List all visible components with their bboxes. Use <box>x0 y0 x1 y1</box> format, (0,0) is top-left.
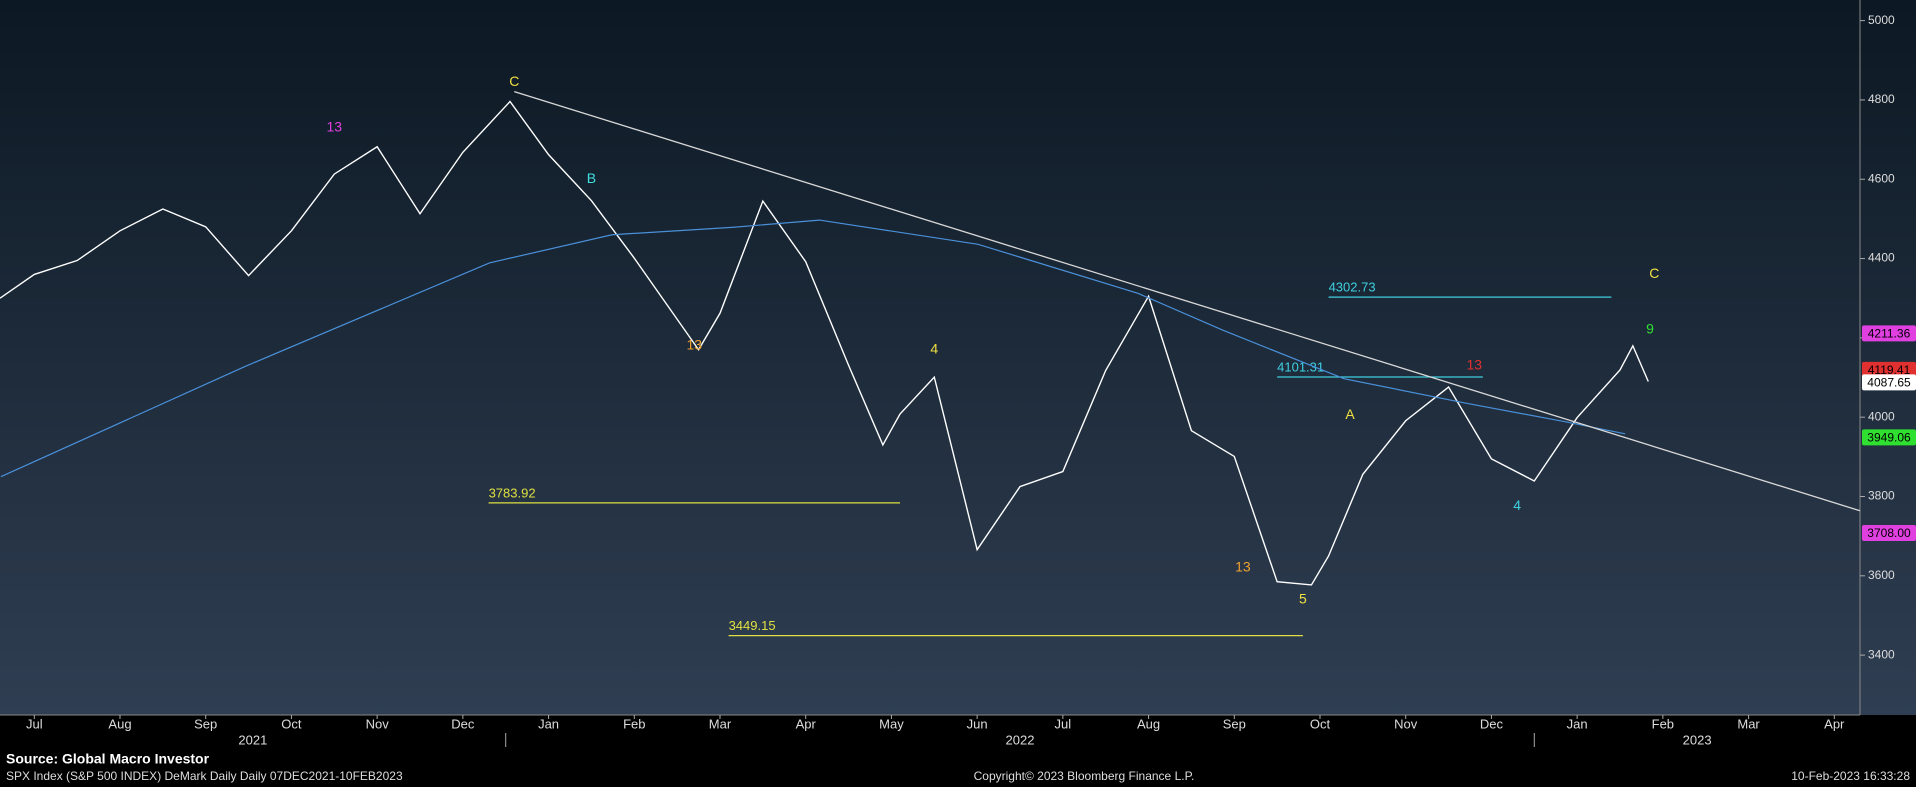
y-tick-label: 4800 <box>1868 92 1895 106</box>
footer-left: SPX Index (S&P 500 INDEX) DeMark Daily D… <box>6 769 403 783</box>
price-tag <box>1862 361 1916 378</box>
demark-label: 13 <box>1235 559 1251 575</box>
x-tick-label: Nov <box>1394 716 1418 731</box>
y-tick-label: 4000 <box>1868 409 1895 423</box>
footer-right: 10-Feb-2023 16:33:28 <box>1791 769 1910 783</box>
source: Source: Global Macro Investor <box>6 751 210 767</box>
demark-label: 4 <box>1513 497 1521 513</box>
price-tag <box>1862 325 1916 342</box>
level-label: 3449.15 <box>729 618 776 633</box>
demark-label: 13 <box>326 118 342 134</box>
x-tick-label: May <box>879 716 904 731</box>
y-tick-label: 3400 <box>1868 647 1895 661</box>
x-tick-label: Feb <box>623 716 645 731</box>
y-tick-label: 5000 <box>1868 13 1895 27</box>
x-tick-label: Aug <box>108 716 131 731</box>
price-tag <box>1862 524 1916 541</box>
demark-label: A <box>1345 406 1355 422</box>
x-tick-label: Jul <box>26 716 43 731</box>
x-tick-label: Jan <box>1567 716 1588 731</box>
x-tick-label: Dec <box>1480 716 1504 731</box>
x-tick-label: Jun <box>967 716 988 731</box>
plot-area <box>0 0 1860 715</box>
x-tick-label: Sep <box>1223 716 1246 731</box>
demark-label: 13 <box>686 337 702 353</box>
demark-label: B <box>587 170 596 186</box>
price-tag <box>1862 374 1916 391</box>
demark-label: 13 <box>1466 356 1482 372</box>
price-tag-label: 3708.00 <box>1867 526 1911 540</box>
price-tag-label: 4119.41 <box>1868 363 1911 377</box>
demark-label: C <box>509 73 519 89</box>
price-line <box>0 100 1649 586</box>
x-tick-label: Dec <box>451 716 475 731</box>
price-tag <box>1862 429 1916 446</box>
level-label: 4101.31 <box>1277 359 1324 374</box>
y-tick-label: 3800 <box>1868 489 1895 503</box>
x-tick-label: Mar <box>709 716 732 731</box>
x-tick-label: Oct <box>1310 716 1331 731</box>
demark-label: 9 <box>1646 321 1654 337</box>
price-tag-label: 4211.36 <box>1868 327 1911 341</box>
x-tick-label: Nov <box>366 716 390 731</box>
demark-label: 5 <box>1299 590 1307 606</box>
x-tick-label: Jul <box>1055 716 1072 731</box>
year-label: 2022 <box>1006 732 1035 747</box>
level-label: 4302.73 <box>1329 280 1376 295</box>
y-axis-area <box>1860 0 1916 715</box>
price-tag-label: 3949.06 <box>1867 431 1911 445</box>
y-tick-label: 4600 <box>1868 171 1895 185</box>
y-tick-label: 4400 <box>1868 251 1895 265</box>
x-tick-label: Apr <box>1824 716 1845 731</box>
x-tick-label: Apr <box>796 716 817 731</box>
y-tick-label: 3600 <box>1868 568 1895 582</box>
price-tag-label: 4087.65 <box>1867 376 1911 390</box>
price-line <box>0 219 1626 478</box>
x-tick-label: Sep <box>194 716 217 731</box>
demark-label: C <box>1649 265 1659 281</box>
footer-center: Copyright© 2023 Bloomberg Finance L.P. <box>974 769 1195 783</box>
year-label: 2023 <box>1683 732 1712 747</box>
year-label: 2021 <box>238 732 267 747</box>
x-tick-label: Feb <box>1652 716 1674 731</box>
x-tick-label: Oct <box>281 716 302 731</box>
level-label: 3783.92 <box>489 485 536 500</box>
x-tick-label: Mar <box>1737 716 1760 731</box>
demark-label: 4 <box>930 340 938 356</box>
x-tick-label: Aug <box>1137 716 1160 731</box>
trendline <box>514 90 1861 512</box>
x-tick-label: Jan <box>538 716 559 731</box>
